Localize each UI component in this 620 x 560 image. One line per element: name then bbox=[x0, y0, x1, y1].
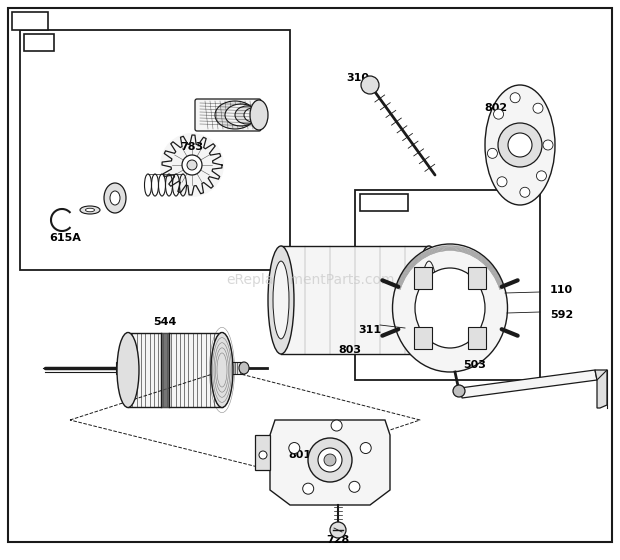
Ellipse shape bbox=[110, 191, 120, 205]
Circle shape bbox=[497, 177, 507, 187]
Ellipse shape bbox=[416, 246, 442, 354]
Circle shape bbox=[349, 481, 360, 492]
Circle shape bbox=[533, 103, 543, 113]
Ellipse shape bbox=[485, 85, 555, 205]
Circle shape bbox=[308, 438, 352, 482]
Text: 309: 309 bbox=[17, 15, 43, 27]
Ellipse shape bbox=[104, 183, 126, 213]
Bar bbox=[355, 190, 540, 380]
Text: 783: 783 bbox=[180, 142, 203, 152]
Polygon shape bbox=[595, 370, 607, 408]
Ellipse shape bbox=[415, 268, 485, 348]
Text: 544: 544 bbox=[153, 317, 177, 327]
Text: 310: 310 bbox=[347, 73, 370, 83]
Circle shape bbox=[487, 148, 497, 158]
Ellipse shape bbox=[80, 206, 100, 214]
Circle shape bbox=[259, 451, 267, 459]
Circle shape bbox=[453, 385, 465, 397]
Ellipse shape bbox=[215, 101, 255, 129]
Circle shape bbox=[324, 454, 336, 466]
FancyBboxPatch shape bbox=[195, 99, 261, 131]
Ellipse shape bbox=[117, 333, 139, 408]
Ellipse shape bbox=[86, 208, 94, 212]
Ellipse shape bbox=[273, 261, 289, 339]
Bar bbox=[12, 12, 48, 30]
Text: 801: 801 bbox=[288, 450, 312, 460]
Polygon shape bbox=[460, 370, 597, 398]
Polygon shape bbox=[270, 420, 390, 505]
Bar bbox=[281, 246, 429, 354]
Circle shape bbox=[289, 442, 300, 454]
Circle shape bbox=[318, 448, 342, 472]
Circle shape bbox=[330, 522, 346, 538]
Text: 592: 592 bbox=[550, 310, 574, 320]
Circle shape bbox=[187, 160, 197, 170]
Circle shape bbox=[361, 76, 379, 94]
Text: 311: 311 bbox=[358, 325, 381, 335]
Text: 615A: 615A bbox=[49, 233, 81, 243]
Bar bbox=[360, 194, 408, 211]
Text: 1090: 1090 bbox=[366, 196, 401, 209]
Ellipse shape bbox=[268, 246, 294, 354]
Ellipse shape bbox=[250, 100, 268, 130]
Ellipse shape bbox=[235, 106, 259, 124]
Text: 110: 110 bbox=[550, 285, 573, 295]
FancyBboxPatch shape bbox=[468, 267, 486, 288]
Polygon shape bbox=[255, 435, 270, 470]
Circle shape bbox=[508, 133, 532, 157]
Ellipse shape bbox=[392, 244, 508, 372]
Circle shape bbox=[543, 140, 553, 150]
Circle shape bbox=[331, 420, 342, 431]
Ellipse shape bbox=[239, 362, 249, 374]
Circle shape bbox=[520, 187, 530, 197]
Circle shape bbox=[303, 483, 314, 494]
Bar bbox=[20, 30, 290, 270]
Bar bbox=[222, 362, 244, 374]
Ellipse shape bbox=[244, 108, 262, 122]
FancyBboxPatch shape bbox=[468, 328, 486, 349]
Circle shape bbox=[498, 123, 542, 167]
Text: 510: 510 bbox=[26, 36, 52, 49]
Text: 503: 503 bbox=[464, 360, 487, 370]
Ellipse shape bbox=[225, 104, 257, 126]
FancyBboxPatch shape bbox=[414, 328, 432, 349]
Ellipse shape bbox=[211, 333, 233, 408]
Ellipse shape bbox=[421, 261, 437, 339]
Text: eReplacementParts.com: eReplacementParts.com bbox=[226, 273, 394, 287]
Bar bbox=[24, 34, 54, 51]
Bar bbox=[116, 362, 126, 374]
Circle shape bbox=[182, 155, 202, 175]
Circle shape bbox=[160, 133, 224, 197]
Circle shape bbox=[494, 109, 503, 119]
Bar bbox=[161, 333, 169, 408]
Bar bbox=[128, 333, 223, 408]
Circle shape bbox=[510, 93, 520, 102]
Text: 802: 802 bbox=[484, 103, 508, 113]
Circle shape bbox=[360, 442, 371, 454]
Text: 803: 803 bbox=[339, 345, 361, 355]
FancyBboxPatch shape bbox=[414, 267, 432, 288]
Circle shape bbox=[536, 171, 546, 181]
Text: 728: 728 bbox=[326, 535, 350, 545]
